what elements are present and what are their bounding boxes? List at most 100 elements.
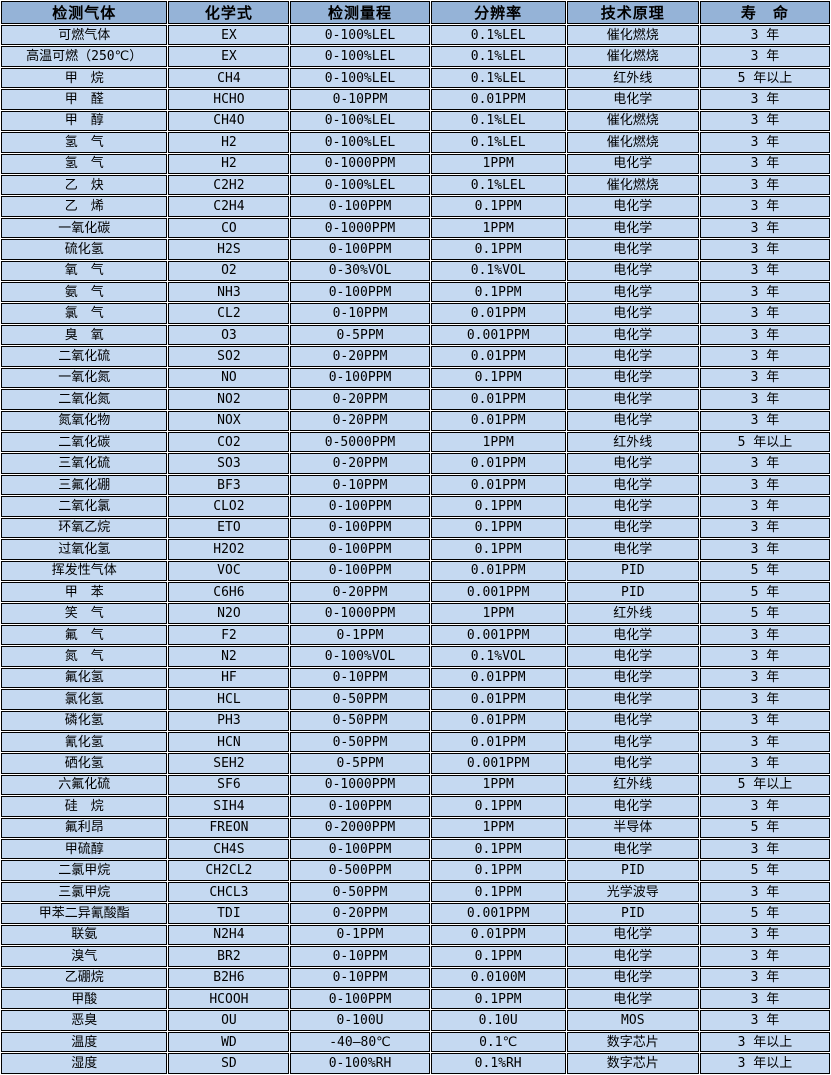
cell-gas: 甲酸 xyxy=(1,988,168,1010)
cell-range: 0-10PPM xyxy=(290,946,430,967)
column-header-resolution: 分辨率 xyxy=(430,1,566,24)
cell-resolution: 1PPM xyxy=(430,603,566,624)
cell-gas: 氰化氢 xyxy=(1,731,168,753)
cell-formula: PH3 xyxy=(168,710,290,731)
cell-gas: 六氟化硫 xyxy=(1,774,168,796)
cell-lifespan: 3 年 xyxy=(699,46,830,67)
table-row: 高温可燃（250℃） EX 0-100%LEL 0.1%LEL 催化燃烧 3 年 xyxy=(1,46,830,67)
cell-gas: 笑 气 xyxy=(1,603,168,624)
cell-formula: FREON xyxy=(168,817,290,839)
cell-gas: 甲硫醇 xyxy=(1,839,168,860)
cell-formula: SO2 xyxy=(168,346,290,367)
cell-lifespan: 3 年 xyxy=(699,196,830,217)
cell-gas: 二氯甲烷 xyxy=(1,860,168,881)
cell-gas: 氮 气 xyxy=(1,646,168,667)
cell-gas: 恶臭 xyxy=(1,1010,168,1031)
table-row: 甲苯二异氰酸酯 TDI 0-20PPM 0.001PPM PID 5 年 xyxy=(1,903,830,924)
cell-range: 0-20PPM xyxy=(290,410,430,432)
cell-resolution: 0.01PPM xyxy=(430,710,566,731)
cell-gas: 二氧化氯 xyxy=(1,496,168,517)
cell-resolution: 0.1PPM xyxy=(430,517,566,539)
column-header-lifespan: 寿 命 xyxy=(699,1,830,24)
table-row: 甲硫醇 CH4S 0-100PPM 0.1PPM 电化学 3 年 xyxy=(1,839,830,860)
cell-formula: CLO2 xyxy=(168,496,290,517)
cell-principle: 催化燃烧 xyxy=(566,46,699,67)
cell-formula: SD xyxy=(168,1053,290,1074)
cell-lifespan: 3 年 xyxy=(699,389,830,410)
table-row: 氰化氢 HCN 0-50PPM 0.01PPM 电化学 3 年 xyxy=(1,731,830,753)
cell-principle: 电化学 xyxy=(566,303,699,324)
cell-gas: 氢 气 xyxy=(1,153,168,174)
cell-resolution: 0.1PPM xyxy=(430,946,566,967)
cell-principle: 电化学 xyxy=(566,346,699,367)
cell-resolution: 0.01PPM xyxy=(430,346,566,367)
cell-range: 0-50PPM xyxy=(290,710,430,731)
cell-lifespan: 5 年 xyxy=(699,860,830,881)
cell-resolution: 0.1%LEL xyxy=(430,174,566,196)
cell-formula: H2 xyxy=(168,132,290,153)
cell-resolution: 0.1PPM xyxy=(430,988,566,1010)
cell-range: 0-100%LEL xyxy=(290,132,430,153)
cell-lifespan: 3 年 xyxy=(699,646,830,667)
cell-range: 0-1000PPM xyxy=(290,153,430,174)
cell-gas: 高温可燃（250℃） xyxy=(1,46,168,67)
cell-range: 0-1000PPM xyxy=(290,217,430,239)
cell-resolution: 0.1PPM xyxy=(430,839,566,860)
cell-principle: 电化学 xyxy=(566,389,699,410)
cell-principle: PID xyxy=(566,581,699,603)
cell-resolution: 0.1℃ xyxy=(430,1031,566,1053)
cell-lifespan: 3 年 xyxy=(699,474,830,496)
cell-principle: 电化学 xyxy=(566,924,699,946)
cell-formula: N2 xyxy=(168,646,290,667)
cell-gas: 硒化氢 xyxy=(1,753,168,774)
cell-range: 0-100PPM xyxy=(290,367,430,389)
cell-principle: PID xyxy=(566,903,699,924)
cell-principle: PID xyxy=(566,860,699,881)
cell-range: 0-20PPM xyxy=(290,453,430,474)
cell-range: 0-100%LEL xyxy=(290,25,430,46)
cell-resolution: 1PPM xyxy=(430,774,566,796)
table-row: 氟 气 F2 0-1PPM 0.001PPM 电化学 3 年 xyxy=(1,624,830,646)
cell-lifespan: 3 年 xyxy=(699,282,830,303)
table-row: 六氟化硫 SF6 0-1000PPM 1PPM 红外线 5 年以上 xyxy=(1,774,830,796)
cell-principle: 催化燃烧 xyxy=(566,174,699,196)
cell-resolution: 0.01PPM xyxy=(430,410,566,432)
cell-resolution: 0.01PPM xyxy=(430,731,566,753)
table-row: 甲 醛 HCHO 0-10PPM 0.01PPM 电化学 3 年 xyxy=(1,89,830,110)
cell-formula: C2H4 xyxy=(168,196,290,217)
table-row: 甲酸 HCOOH 0-100PPM 0.1PPM 电化学 3 年 xyxy=(1,988,830,1010)
cell-principle: 半导体 xyxy=(566,817,699,839)
cell-resolution: 0.1PPM xyxy=(430,196,566,217)
cell-range: 0-20PPM xyxy=(290,581,430,603)
cell-gas: 二氧化硫 xyxy=(1,346,168,367)
cell-lifespan: 3 年以上 xyxy=(699,1053,830,1074)
cell-formula: NO xyxy=(168,367,290,389)
cell-lifespan: 5 年以上 xyxy=(699,432,830,453)
cell-formula: HCN xyxy=(168,731,290,753)
cell-gas: 甲 苯 xyxy=(1,581,168,603)
cell-resolution: 0.01PPM xyxy=(430,560,566,581)
table-row: 二氯甲烷 CH2CL2 0-500PPM 0.1PPM PID 5 年 xyxy=(1,860,830,881)
cell-lifespan: 3 年 xyxy=(699,667,830,689)
cell-gas: 二氧化氮 xyxy=(1,389,168,410)
column-header-gas: 检测气体 xyxy=(1,1,168,24)
cell-range: 0-100%VOL xyxy=(290,646,430,667)
cell-formula: H2O2 xyxy=(168,539,290,560)
cell-formula: HF xyxy=(168,667,290,689)
table-row: 恶臭 OU 0-100U 0.10U MOS 3 年 xyxy=(1,1010,830,1031)
cell-formula: CH4S xyxy=(168,839,290,860)
cell-formula: CH4O xyxy=(168,110,290,132)
cell-resolution: 1PPM xyxy=(430,153,566,174)
cell-principle: 电化学 xyxy=(566,367,699,389)
cell-principle: 催化燃烧 xyxy=(566,110,699,132)
cell-range: 0-100PPM xyxy=(290,839,430,860)
cell-gas: 三氧化硫 xyxy=(1,453,168,474)
cell-lifespan: 3 年 xyxy=(699,689,830,710)
cell-principle: 电化学 xyxy=(566,217,699,239)
cell-resolution: 0.1PPM xyxy=(430,881,566,903)
table-row: 硫化氢 H2S 0-100PPM 0.1PPM 电化学 3 年 xyxy=(1,239,830,260)
cell-lifespan: 3 年 xyxy=(699,881,830,903)
table-row: 乙硼烷 B2H6 0-10PPM 0.0100M 电化学 3 年 xyxy=(1,967,830,988)
